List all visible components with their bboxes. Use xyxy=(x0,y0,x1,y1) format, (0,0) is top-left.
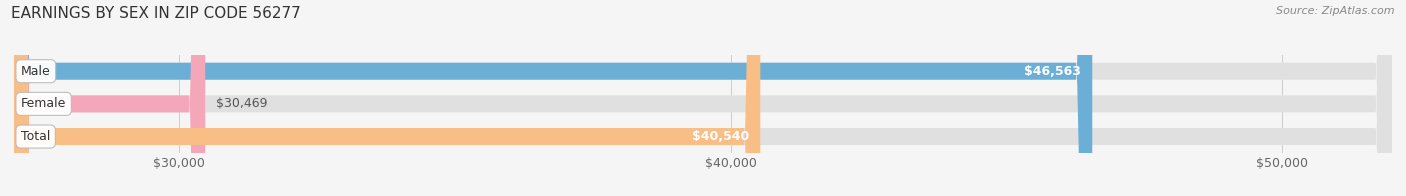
FancyBboxPatch shape xyxy=(14,0,1392,196)
Text: $40,540: $40,540 xyxy=(692,130,749,143)
Text: Total: Total xyxy=(21,130,51,143)
Text: Male: Male xyxy=(21,65,51,78)
Text: EARNINGS BY SEX IN ZIP CODE 56277: EARNINGS BY SEX IN ZIP CODE 56277 xyxy=(11,6,301,21)
FancyBboxPatch shape xyxy=(14,0,205,196)
FancyBboxPatch shape xyxy=(14,0,1392,196)
FancyBboxPatch shape xyxy=(14,0,1392,196)
Text: $46,563: $46,563 xyxy=(1025,65,1081,78)
FancyBboxPatch shape xyxy=(14,0,1092,196)
Text: Source: ZipAtlas.com: Source: ZipAtlas.com xyxy=(1277,6,1395,16)
Text: $30,469: $30,469 xyxy=(217,97,267,110)
FancyBboxPatch shape xyxy=(14,0,761,196)
Text: Female: Female xyxy=(21,97,66,110)
